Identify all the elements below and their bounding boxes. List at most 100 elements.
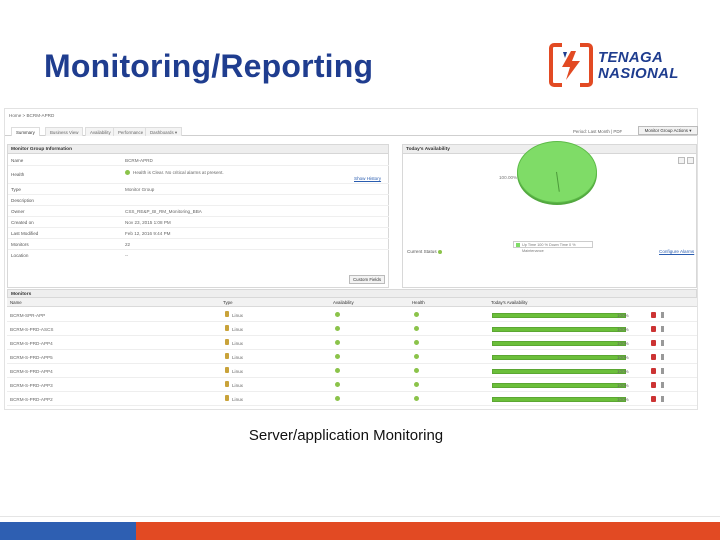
availability-bar (492, 327, 626, 332)
availability-percent: 100% (617, 327, 629, 332)
info-value-health: Health is Clear. No critical alarms at p… (125, 170, 224, 176)
col-health[interactable]: Health (412, 300, 425, 305)
alarm-icon[interactable] (651, 312, 656, 318)
health-ok-icon (414, 368, 419, 373)
slide-title: Monitoring/Reporting (44, 48, 374, 84)
availability-ok-icon (335, 368, 340, 373)
monitor-name[interactable]: BCRM-S-PRD-APP5 (10, 355, 53, 360)
tab-availability[interactable]: Availability (85, 127, 116, 136)
info-row-modified: Last Modified Feb 12, 2016 9:44 PM (8, 228, 389, 239)
alarm-icon[interactable] (651, 396, 656, 402)
edit-icon[interactable] (661, 340, 664, 346)
pie-legend: Up Time 100 % Down Time 0 % Maintenance (513, 241, 593, 253)
monitor-group-actions-button[interactable]: Monitor Group Actions ▾ (638, 126, 698, 135)
availability-bar (492, 313, 626, 318)
table-row[interactable]: BCRM-S-PRD-ASCS Linux 100% (7, 322, 697, 336)
current-status-text: Current Status (407, 249, 437, 254)
info-label: Owner (11, 209, 25, 214)
info-label: Created on (11, 220, 34, 225)
col-type[interactable]: Type (223, 300, 233, 305)
info-row-type: Type Monitor Group (8, 184, 389, 195)
health-ok-icon (125, 170, 130, 176)
table-row[interactable]: BCRM-S-PRD-APP4 Linux 100% (7, 364, 697, 378)
health-text: Health is Clear. No critical alarms at p… (133, 170, 224, 175)
export-icon[interactable] (687, 157, 694, 164)
chart-icon[interactable] (678, 157, 685, 164)
alarm-icon[interactable] (651, 354, 656, 360)
table-row[interactable]: BCRM-S-PRD-APP5 Linux 100% (7, 350, 697, 364)
info-row-monitors: Monitors 22 (8, 239, 389, 250)
pie-percentage-label: 100.00% (499, 175, 518, 180)
table-row[interactable]: BCRM-SPR-APP Linux 100% (7, 308, 697, 322)
period-selector[interactable]: Period: Last Month | PDF (573, 129, 623, 134)
col-availability[interactable]: Availability (333, 300, 354, 305)
linux-icon (225, 339, 229, 345)
availability-bar (492, 369, 626, 374)
legend-swatch-up (516, 243, 520, 247)
availability-bar (492, 341, 626, 346)
availability-ok-icon (335, 312, 340, 317)
caption-text: Server/application Monitoring (248, 427, 444, 444)
health-ok-icon (414, 340, 419, 345)
col-name[interactable]: Name (10, 300, 22, 305)
monitor-name[interactable]: BCRM-S-PRD-APP4 (10, 369, 53, 374)
linux-icon (225, 353, 229, 359)
custom-fields-button[interactable]: Custom Fields (349, 275, 385, 284)
monitors-title: Monitors (7, 289, 697, 298)
edit-icon[interactable] (661, 354, 664, 360)
pie-slice-edge (556, 171, 560, 192)
app-screenshot: Home > BCRM-APRD Summary Business View A… (4, 108, 698, 410)
tenaga-nasional-logo: TENAGA NASIONAL (548, 42, 688, 92)
alarm-icon[interactable] (651, 326, 656, 332)
monitor-name[interactable]: BCRM-S-PRD-ASCS (10, 327, 54, 332)
edit-icon[interactable] (661, 312, 664, 318)
status-ok-icon (437, 249, 442, 254)
table-row[interactable]: BCRM-S-PRD-APP3 Linux 100% (7, 378, 697, 392)
edit-icon[interactable] (661, 382, 664, 388)
col-todays-availability[interactable]: Today's Availability (491, 300, 528, 305)
tab-dashboards[interactable]: Dashboards ▾ (145, 127, 183, 136)
monitor-name[interactable]: BCRM-S-PRD-APP2 (10, 397, 53, 402)
health-ok-icon (414, 354, 419, 359)
availability-percent: 100% (617, 383, 629, 388)
monitor-group-info-panel: Monitor Group Information Name BCRM-APRD… (7, 144, 389, 288)
monitor-type: Linux (232, 383, 243, 388)
availability-percent: 100% (617, 369, 629, 374)
info-value: Monitor Group (125, 187, 155, 192)
show-history-link[interactable]: Show History (354, 176, 382, 181)
alarm-icon[interactable] (651, 368, 656, 374)
table-row[interactable]: BCRM-S-PRD-APP2 Linux 100% (7, 392, 697, 406)
alarm-icon[interactable] (651, 382, 656, 388)
health-ok-icon (414, 382, 419, 387)
tab-bar: Summary Business View Availability Perfo… (5, 125, 698, 136)
table-row[interactable]: BCRM-S-PRD-APP4 Linux 100% (7, 336, 697, 350)
alarm-icon[interactable] (651, 340, 656, 346)
info-row-description: Description (8, 195, 389, 206)
monitor-name[interactable]: BCRM-SPR-APP (10, 313, 46, 318)
monitor-type: Linux (232, 369, 243, 374)
logo-line-1: TENAGA (598, 49, 664, 66)
footer-bar-blue (0, 522, 136, 540)
linux-icon (225, 325, 229, 331)
health-ok-icon (414, 312, 419, 317)
info-label: Monitors (11, 242, 29, 247)
availability-ok-icon (335, 382, 340, 387)
tab-summary[interactable]: Summary (11, 127, 40, 136)
info-row-health: Health Health is Clear. No critical alar… (8, 166, 389, 184)
availability-percent: 100% (617, 341, 629, 346)
edit-icon[interactable] (661, 326, 664, 332)
monitor-name[interactable]: BCRM-S-PRD-APP3 (10, 383, 53, 388)
tnb-logo-icon (549, 42, 593, 88)
edit-icon[interactable] (661, 396, 664, 402)
breadcrumb[interactable]: Home > BCRM-APRD (9, 113, 55, 118)
monitor-name[interactable]: BCRM-S-PRD-APP4 (10, 341, 53, 346)
tab-business-view[interactable]: Business View (45, 127, 84, 136)
edit-icon[interactable] (661, 368, 664, 374)
availability-bar (492, 355, 626, 360)
availability-percent: 100% (617, 397, 629, 402)
monitors-table-header: Name Type Availability Health Today's Av… (7, 298, 697, 307)
tab-performance[interactable]: Performance (113, 127, 149, 136)
legend-text: Up Time 100 % Down Time 0 % Maintenance (522, 243, 576, 253)
availability-percent: 100% (617, 313, 629, 318)
configure-alarms-link[interactable]: Configure Alarms (659, 249, 695, 254)
